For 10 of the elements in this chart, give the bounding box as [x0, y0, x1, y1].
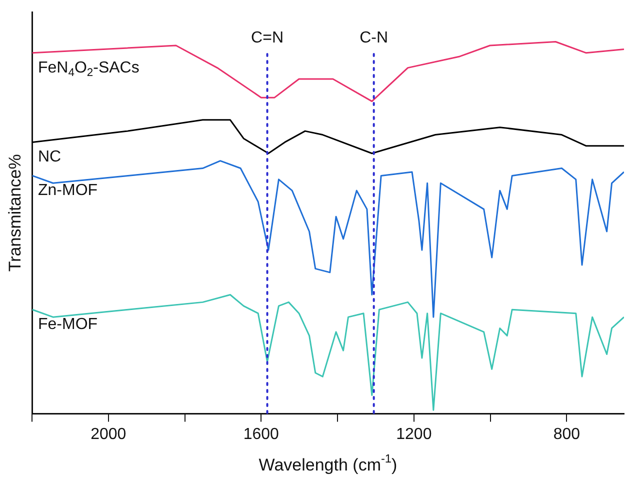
series-label: NC: [38, 148, 62, 166]
x-tick-label: 1600: [243, 426, 280, 443]
x-tick-label: 1200: [396, 426, 432, 443]
series-label: Fe-MOF: [38, 316, 98, 334]
x-tick-label: 2000: [90, 426, 126, 443]
y-axis-title: Transmitance%: [6, 154, 25, 272]
ref-line-label: C=N: [251, 29, 284, 46]
series-label: Zn-MOF: [38, 182, 98, 200]
x-tick-label: 800: [553, 426, 580, 443]
ref-line-label: C-N: [360, 29, 388, 46]
